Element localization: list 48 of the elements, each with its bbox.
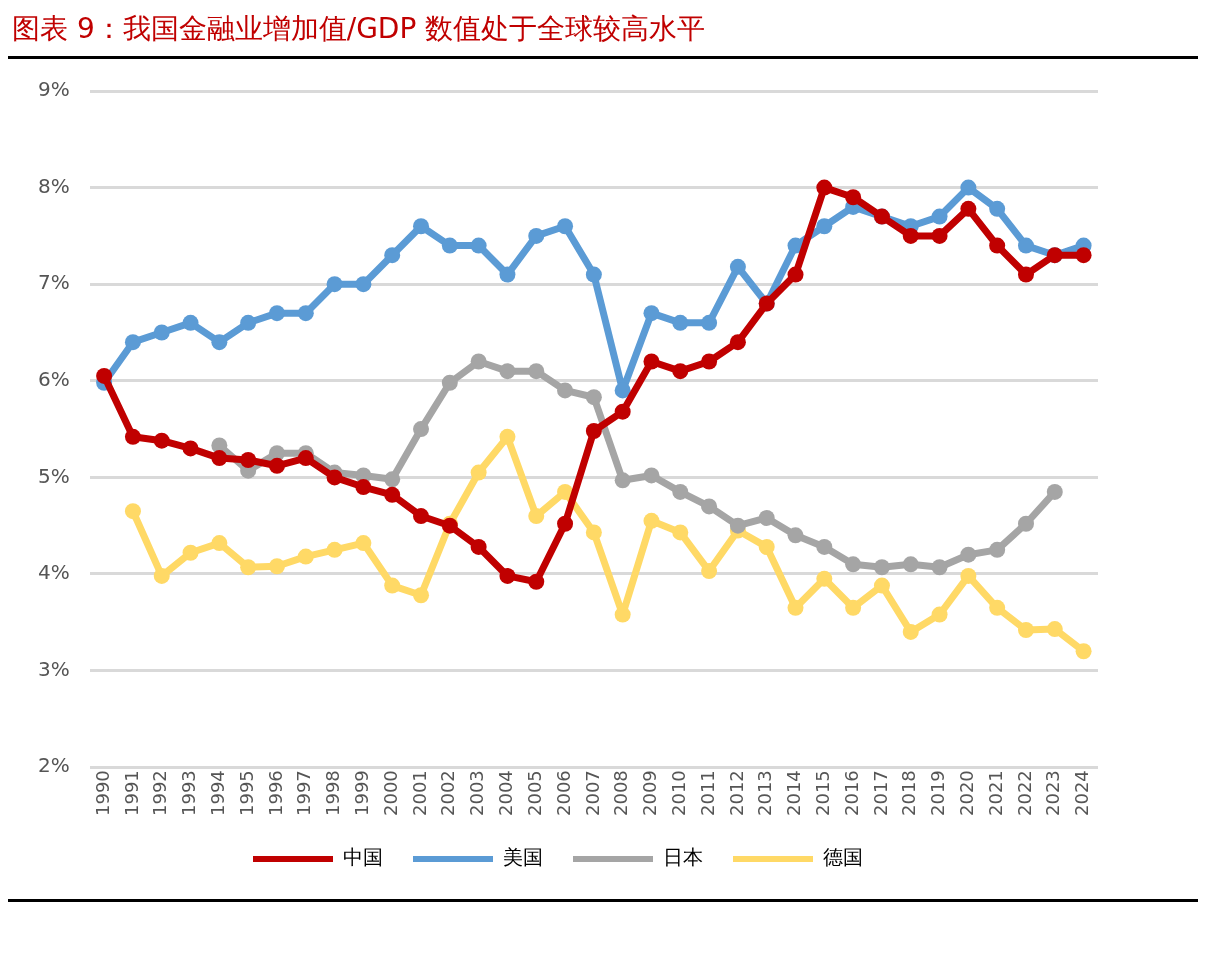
x-tick-label: 1990	[91, 770, 113, 816]
x-tick-label: 2009	[639, 770, 661, 816]
x-tick-label: 2004	[495, 770, 517, 816]
x-tick-label: 2002	[437, 770, 459, 816]
legend-label: 日本	[663, 845, 703, 870]
legend-label: 中国	[343, 845, 383, 870]
legend-label: 德国	[823, 845, 863, 870]
x-tick-label: 2001	[408, 770, 430, 816]
y-tick-label: 6%	[37, 367, 70, 391]
x-tick-label: 2007	[581, 770, 603, 816]
y-tick-label: 9%	[37, 77, 70, 102]
x-tick-label: 1993	[178, 770, 200, 816]
y-tick-label: 7%	[37, 270, 70, 295]
x-tick-label: 2012	[725, 770, 747, 816]
x-tick-label: 2003	[466, 770, 488, 816]
x-tick-label: 2024	[1071, 770, 1093, 816]
x-tick-label: 2023	[1042, 770, 1064, 816]
x-tick-label: 2022	[1013, 770, 1035, 816]
x-tick-label: 1992	[149, 770, 171, 816]
legend-label: 美国	[503, 845, 543, 870]
y-tick-label: 3%	[37, 656, 70, 681]
x-tick-label: 2015	[812, 770, 833, 816]
x-tick-label: 2021	[984, 770, 1006, 816]
x-tick-label: 2008	[610, 770, 632, 816]
y-tick-label: 4%	[37, 560, 70, 585]
y-tick-label: 2%	[37, 753, 70, 778]
x-tick-label: 1995	[235, 770, 257, 816]
x-tick-label: 2014	[783, 770, 805, 816]
x-tick-label: 2000	[379, 770, 401, 816]
x-tick-label: 1994	[207, 770, 229, 816]
chart-title: 图表 9：我国金融业增加值/GDP 数值处于全球较高水平	[8, 8, 1198, 59]
x-tick-label: 2005	[523, 770, 545, 816]
x-tick-label: 2018	[898, 770, 920, 816]
y-tick-label: 8%	[37, 173, 70, 198]
x-tick-label: 1997	[293, 770, 315, 816]
x-tick-label: 2020	[956, 770, 978, 816]
y-tick-label: 5%	[37, 463, 70, 488]
x-tick-label: 1991	[120, 770, 142, 816]
x-tick-label: 2013	[754, 770, 776, 816]
x-tick-label: 2017	[869, 770, 891, 816]
x-tick-label: 2016	[840, 770, 862, 816]
x-tick-label: 1998	[322, 770, 344, 816]
x-tick-label: 2006	[552, 770, 574, 816]
x-tick-label: 2011	[696, 770, 718, 816]
x-tick-label: 1996	[264, 770, 286, 816]
x-tick-label: 2010	[667, 770, 689, 816]
x-tick-label: 2019	[927, 770, 949, 816]
x-tick-label: 1999	[351, 770, 373, 816]
